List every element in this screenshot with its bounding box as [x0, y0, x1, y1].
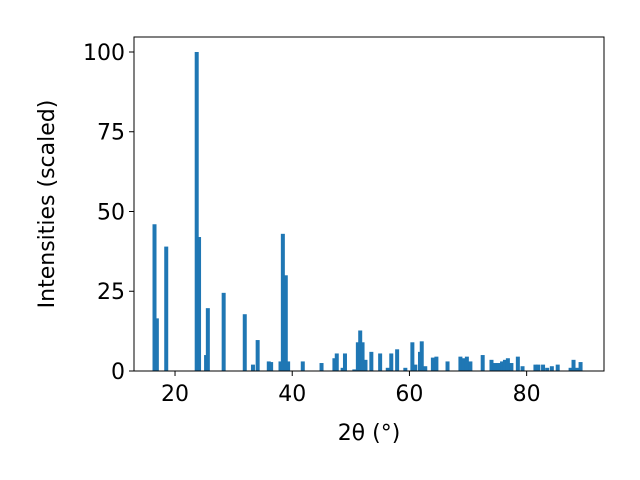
bar — [461, 358, 466, 371]
bar — [575, 367, 580, 371]
bar — [205, 308, 210, 371]
bar — [536, 364, 541, 371]
bar — [549, 366, 554, 371]
x-tick-label: 40 — [278, 382, 306, 407]
bar — [515, 356, 520, 371]
bar — [164, 246, 169, 371]
bar — [509, 363, 514, 371]
bar — [319, 363, 324, 371]
bar — [352, 369, 357, 371]
bar — [358, 330, 363, 371]
bar — [286, 361, 291, 371]
y-axis-label: Intensities (scaled) — [35, 100, 60, 309]
bar — [266, 361, 271, 371]
y-tick-label: 0 — [111, 360, 125, 385]
bar — [496, 363, 501, 371]
bar — [410, 342, 415, 371]
x-tick-label: 20 — [161, 382, 189, 407]
x-axis-label: 2θ (°) — [338, 421, 401, 446]
bar — [221, 292, 226, 371]
bar — [489, 359, 494, 371]
bar — [389, 353, 394, 371]
bar — [541, 364, 546, 371]
bar — [280, 233, 285, 371]
bar — [395, 349, 400, 371]
bar — [545, 367, 550, 371]
bar — [242, 314, 247, 371]
bar — [334, 353, 339, 371]
bar — [500, 361, 505, 371]
bar — [571, 359, 576, 371]
bar — [568, 367, 573, 371]
bar — [194, 51, 199, 371]
bar — [278, 361, 283, 371]
bar — [332, 358, 337, 371]
bar — [413, 364, 418, 371]
bar — [430, 357, 435, 371]
bar — [283, 275, 288, 371]
y-tick-label: 75 — [97, 121, 125, 146]
bar — [403, 367, 408, 371]
y-tick-label: 100 — [83, 41, 125, 66]
bar — [445, 361, 450, 371]
bar — [520, 366, 525, 371]
bar — [363, 359, 368, 371]
bar — [369, 351, 374, 371]
bar — [197, 237, 202, 371]
axes-frame — [133, 36, 605, 372]
bar — [355, 342, 360, 371]
y-tick-label: 50 — [97, 200, 125, 225]
bar — [342, 353, 347, 371]
bar — [502, 359, 507, 371]
bar — [300, 361, 305, 371]
bar — [378, 353, 383, 371]
bar — [464, 356, 469, 371]
bar — [419, 341, 424, 371]
bar — [555, 364, 560, 371]
bar — [505, 358, 510, 371]
bar — [480, 355, 485, 371]
bar — [154, 318, 159, 371]
bar — [360, 342, 365, 371]
bar — [434, 356, 439, 371]
bar — [458, 356, 463, 371]
x-tick-label: 80 — [513, 382, 541, 407]
bar — [340, 367, 345, 371]
bar — [385, 367, 390, 371]
bar — [578, 362, 583, 371]
bar — [250, 364, 255, 371]
bar — [255, 340, 260, 371]
bar — [492, 363, 497, 371]
bar — [468, 361, 473, 371]
bar — [269, 362, 274, 371]
y-tick-label: 25 — [97, 280, 125, 305]
bar — [152, 224, 157, 371]
bar — [533, 364, 538, 371]
x-tick-label: 60 — [395, 382, 423, 407]
bar — [423, 366, 428, 371]
